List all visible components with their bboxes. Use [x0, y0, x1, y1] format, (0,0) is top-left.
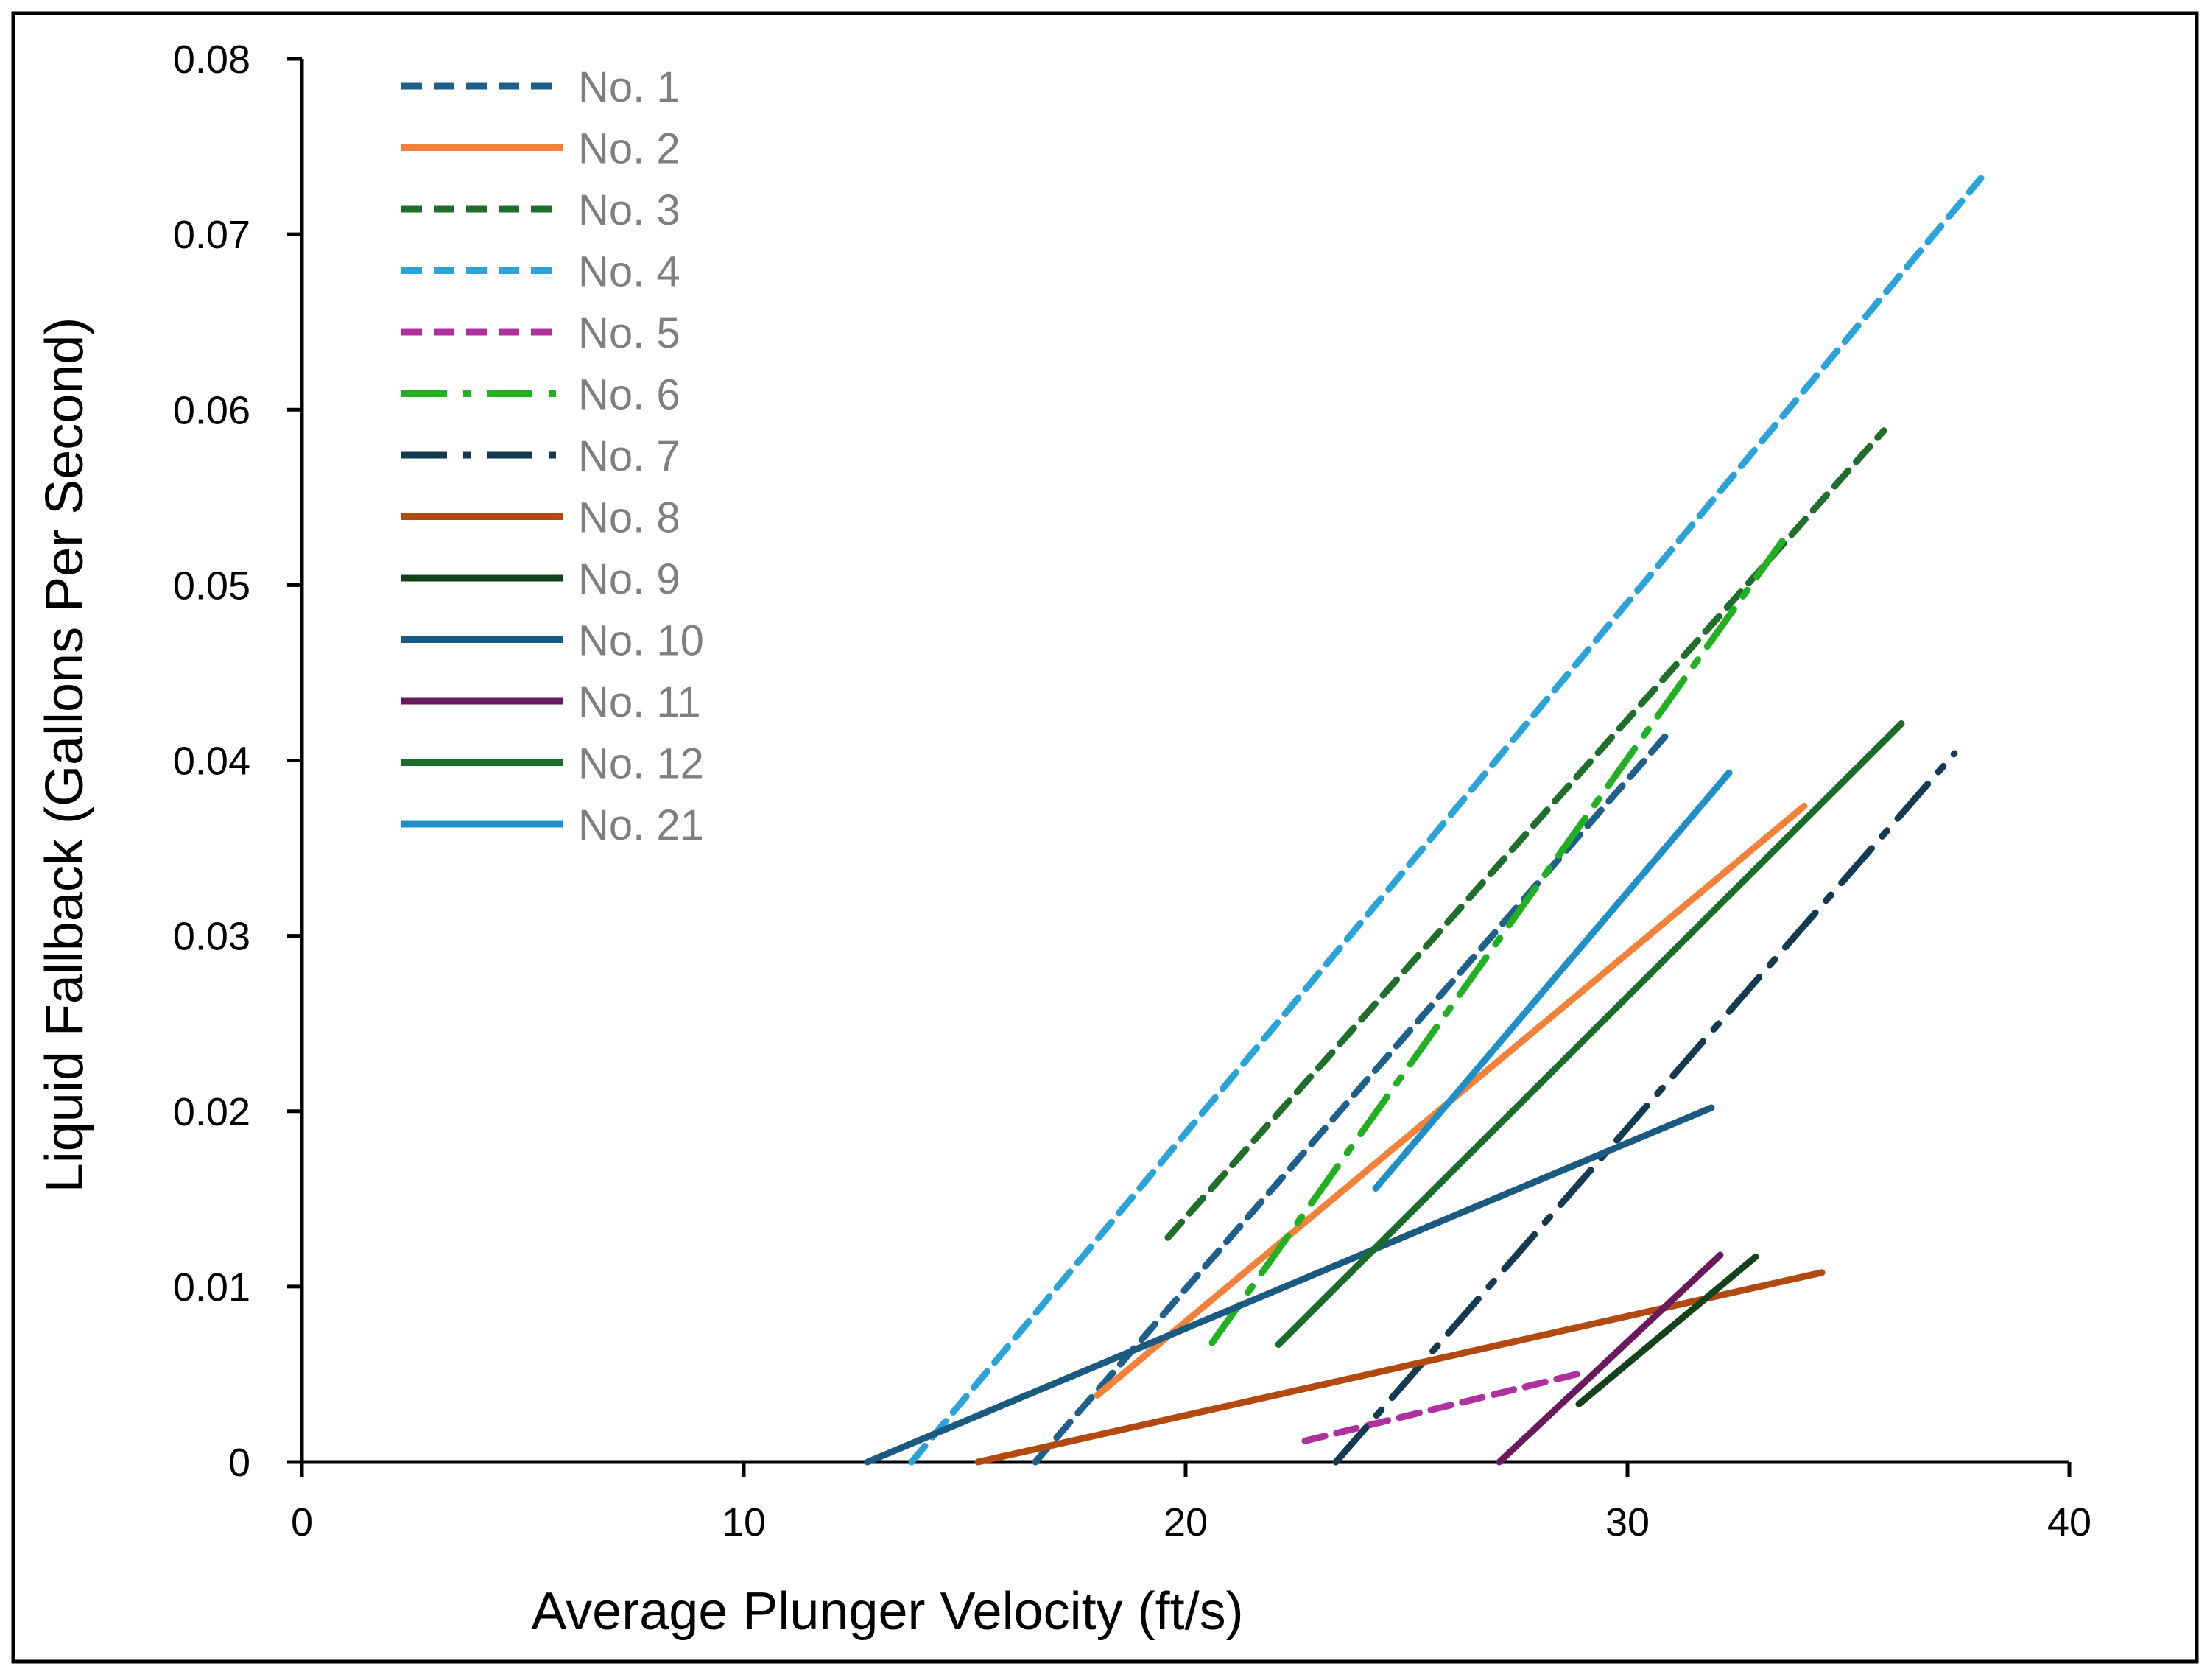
- x-axis-title: Average Plunger Velocity (ft/s): [531, 1582, 1243, 1641]
- y-tick-label: 0.06: [173, 388, 250, 432]
- y-tick-label: 0.08: [173, 38, 250, 82]
- legend-label-no-6: No. 6: [578, 371, 680, 419]
- series-line-no-10: [864, 1104, 1715, 1466]
- legend-label-no-2: No. 2: [578, 125, 680, 173]
- legend-label-no-10: No. 10: [578, 617, 704, 665]
- series-line-no-9: [1575, 1253, 1759, 1407]
- series-line-no-12: [1275, 720, 1905, 1348]
- x-tick-label: 0: [291, 1500, 313, 1544]
- legend-label-no-7: No. 7: [578, 432, 680, 480]
- legend-label-no-3: No. 3: [578, 186, 680, 234]
- legend: No. 1 No. 2 No. 3 No. 4 No. 5 No. 6 No. 7 No. 8…: [401, 63, 704, 849]
- series-line-no-5: [1301, 1369, 1587, 1444]
- y-tick-label: 0.01: [173, 1265, 250, 1310]
- x-tick-label: 30: [1605, 1500, 1650, 1544]
- y-tick-label: 0.07: [173, 213, 250, 257]
- legend-label-no-5: No. 5: [578, 309, 680, 357]
- y-axis-title: Liquid Fallback (Gallons Per Second): [35, 317, 94, 1193]
- series-line-no-21: [1372, 769, 1733, 1192]
- y-tick-label: 0.05: [173, 563, 250, 608]
- series-line-no-11: [1496, 1251, 1724, 1466]
- x-tick-label: 10: [722, 1500, 766, 1544]
- series-layer: [864, 175, 1985, 1466]
- y-tick-label: 0.04: [173, 739, 250, 784]
- axes-layer: 0 0.01 0.02 0.03 0.04 0.05 0.06 0.07 0.08 0 10 20 30…: [173, 38, 2091, 1544]
- series-line-no-7: [1332, 750, 1958, 1466]
- x-tick-label: 40: [2047, 1500, 2091, 1544]
- y-tick-label: 0.02: [173, 1090, 250, 1134]
- legend-label-no-8: No. 8: [578, 494, 680, 542]
- legend-label-no-11: No. 11: [578, 678, 701, 726]
- y-tick-label: 0: [228, 1441, 250, 1485]
- legend-label-no-9: No. 9: [578, 555, 680, 603]
- legend-label-no-12: No. 12: [578, 740, 704, 788]
- series-line-no-8: [974, 1269, 1826, 1466]
- series-line-no-6: [1208, 538, 1786, 1346]
- y-tick-label: 0.03: [173, 915, 250, 959]
- x-tick-label: 20: [1164, 1500, 1208, 1544]
- chart-border: [11, 11, 2199, 1664]
- series-line-no-4: [908, 175, 1985, 1466]
- legend-label-no-1: No. 1: [578, 63, 680, 111]
- legend-label-no-21: No. 21: [578, 801, 704, 849]
- legend-label-no-4: No. 4: [578, 248, 680, 296]
